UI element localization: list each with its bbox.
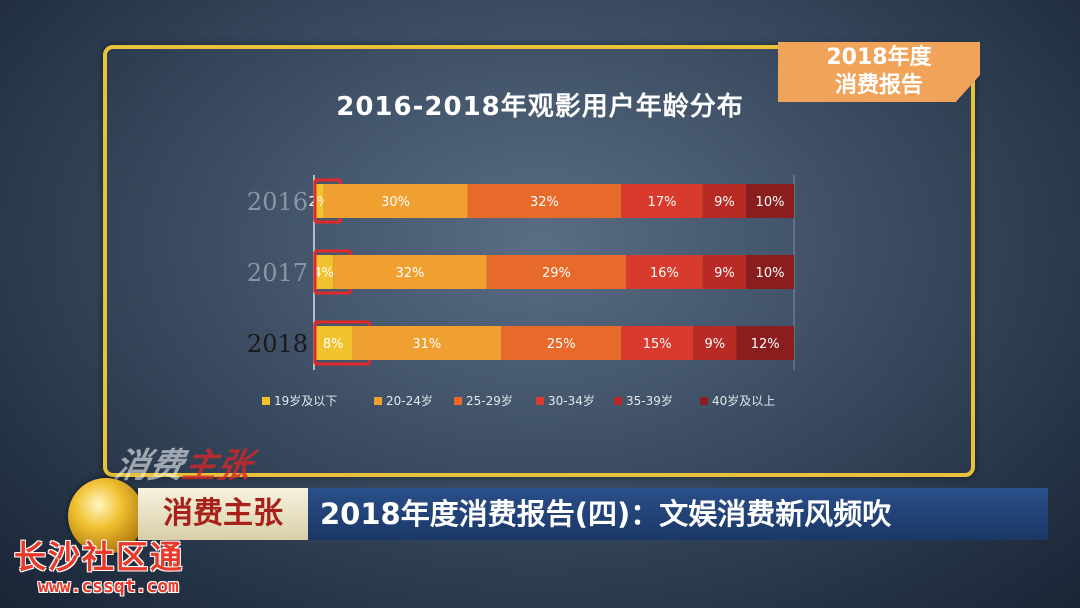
legend-swatch-s5	[700, 397, 708, 405]
legend-swatch-s3	[536, 397, 544, 405]
data-label-2018-s4: 9%	[704, 337, 725, 352]
data-label-2018-s2: 25%	[547, 337, 576, 352]
category-label-2018: 2018	[247, 330, 308, 358]
data-label-2017-s3: 16%	[650, 266, 679, 281]
data-label-2016-s3: 17%	[648, 195, 677, 210]
data-label-2017-s4: 9%	[714, 266, 735, 281]
logo-text-b: 主张	[179, 446, 256, 486]
bar-2016-s2	[467, 184, 622, 218]
legend-label-s0: 19岁及以下	[274, 393, 337, 408]
data-label-2018-s3: 15%	[643, 337, 672, 352]
legend-label-s5: 40岁及以上	[712, 393, 775, 408]
legend-swatch-s4	[614, 397, 622, 405]
bar-2016-s5	[746, 184, 794, 218]
bar-2017-s4	[702, 255, 746, 289]
program-name: 消费主张	[138, 488, 308, 540]
data-label-2017-s5: 10%	[756, 266, 785, 281]
legend-label-s1: 20-24岁	[386, 393, 433, 408]
data-label-2018-s0: 8%	[323, 337, 344, 352]
bar-2017-s2	[486, 255, 626, 289]
data-label-2018-s1: 31%	[412, 337, 441, 352]
report-tag-line2: 消费报告	[834, 73, 923, 98]
legend-swatch-s0	[262, 397, 270, 405]
logo-text-a: 消费	[111, 446, 188, 486]
data-label-2016-s4: 9%	[714, 195, 735, 210]
site-watermark-name: 长沙社区通	[14, 538, 185, 576]
bar-2018-s4	[693, 326, 737, 360]
data-label-2018-s5: 12%	[751, 337, 780, 352]
report-tag: 2018年度 消费报告	[778, 42, 980, 102]
legend-label-s2: 25-29岁	[466, 393, 513, 408]
category-label-2016: 2016	[247, 188, 308, 216]
bar-2017-s3	[626, 255, 703, 289]
report-tag-line1: 2018年度	[826, 45, 932, 70]
legend-swatch-s2	[454, 397, 462, 405]
headline-caption: 2018年度消费报告(四)：文娱消费新风频吹	[308, 488, 1048, 540]
legend-label-s4: 35-39岁	[626, 393, 673, 408]
bar-2018-s1	[352, 326, 502, 360]
bar-2018-s5	[736, 326, 794, 360]
bar-2016-s0	[314, 184, 324, 218]
data-label-2016-s5: 10%	[756, 195, 785, 210]
category-label-2017: 2017	[247, 259, 308, 287]
bar-2016-s4	[702, 184, 746, 218]
legend-label-s3: 30-34岁	[548, 393, 595, 408]
data-label-2016-s1: 30%	[381, 195, 410, 210]
bar-2018-s0	[314, 326, 353, 360]
bar-2017-s5	[746, 255, 794, 289]
chart-frame	[103, 45, 975, 477]
data-label-2016-s2: 32%	[530, 195, 559, 210]
bar-2016-s3	[621, 184, 703, 218]
bar-2016-s1	[323, 184, 468, 218]
data-label-2017-s2: 29%	[542, 266, 571, 281]
data-label-2017-s1: 32%	[396, 266, 425, 281]
bar-2017-s1	[333, 255, 487, 289]
legend-swatch-s1	[374, 397, 382, 405]
bar-2018-s2	[501, 326, 622, 360]
program-logo-watermark: 消费主张	[111, 438, 257, 487]
chart-title: 2016-2018年观影用户年龄分布	[336, 92, 744, 122]
channel-globe-icon	[68, 478, 144, 554]
data-label-2017-s0: 4%	[313, 266, 334, 281]
bar-2017-s0	[314, 255, 334, 289]
bar-2018-s3	[621, 326, 694, 360]
site-watermark-url: www.cssqt.com	[38, 576, 179, 597]
